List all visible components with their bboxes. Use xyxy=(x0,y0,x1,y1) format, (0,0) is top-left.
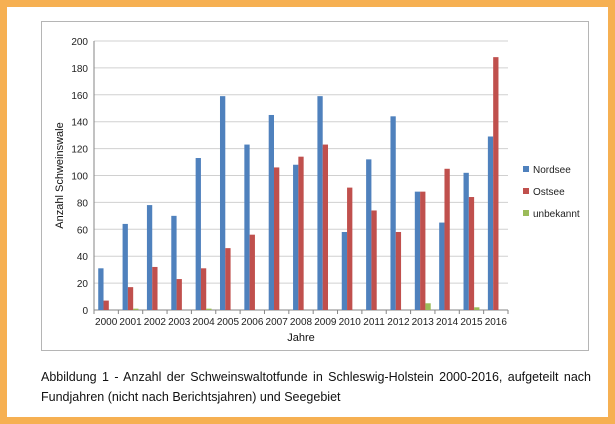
legend-label-ostsee: Ostsee xyxy=(533,187,565,198)
x-tick-label: 2004 xyxy=(192,317,215,328)
bar-nordsee-2007 xyxy=(268,114,274,310)
bar-nordsee-2000 xyxy=(98,268,104,310)
x-tick-label: 2006 xyxy=(241,317,264,328)
bar-nordsee-2008 xyxy=(293,164,299,310)
x-tick-label: 2003 xyxy=(168,317,191,328)
y-tick-label: 100 xyxy=(71,172,88,183)
bar-nordsee-2003 xyxy=(171,215,177,310)
y-tick-label: 60 xyxy=(77,225,89,236)
x-tick-label: 2016 xyxy=(485,317,508,328)
bar-ostsee-2000 xyxy=(103,300,109,310)
bar-nordsee-2013 xyxy=(414,191,421,310)
bar-nordsee-2004 xyxy=(195,158,201,310)
x-tick-label: 2015 xyxy=(460,317,483,328)
x-tick-label: 2013 xyxy=(412,317,435,328)
bar-nordsee-2014 xyxy=(439,222,445,310)
bar-nordsee-2016 xyxy=(487,136,494,310)
x-tick-label: 2007 xyxy=(266,317,289,328)
bar-ostsee-2002 xyxy=(152,266,158,310)
bar-ostsee-2012 xyxy=(395,231,402,310)
bar-nordsee-2011 xyxy=(366,159,372,310)
x-tick-label: 2001 xyxy=(119,317,142,328)
bar-ostsee-2005 xyxy=(225,248,231,310)
legend-label-nordsee: Nordsee xyxy=(533,165,571,176)
x-axis-title: Jahre xyxy=(287,332,315,344)
y-tick-label: 80 xyxy=(77,198,89,209)
y-axis-title: Anzahl Schweinswale xyxy=(54,122,66,228)
y-tick-label: 20 xyxy=(77,279,89,290)
bar-nordsee-2002 xyxy=(146,205,153,310)
bar-nordsee-2012 xyxy=(390,116,396,310)
bar-ostsee-2010 xyxy=(347,187,353,310)
legend-swatch-nordsee xyxy=(523,166,529,172)
x-tick-label: 2009 xyxy=(314,317,337,328)
bar-unbekannt-2001 xyxy=(133,308,139,310)
x-tick-label: 2000 xyxy=(95,317,118,328)
bar-nordsee-2010 xyxy=(341,231,348,310)
y-tick-label: 40 xyxy=(77,252,89,263)
x-tick-label: 2002 xyxy=(144,317,167,328)
bar-ostsee-2011 xyxy=(371,210,377,310)
x-tick-label: 2005 xyxy=(217,317,240,328)
y-tick-label: 200 xyxy=(71,37,88,48)
bar-ostsee-2001 xyxy=(127,287,134,310)
bar-ostsee-2006 xyxy=(249,234,255,310)
bar-nordsee-2005 xyxy=(219,96,226,311)
bar-unbekannt-2004 xyxy=(206,308,212,310)
legend-label-unbekannt: unbekannt xyxy=(533,209,580,220)
legend-swatch-ostsee xyxy=(523,188,529,194)
bar-ostsee-2004 xyxy=(200,268,207,310)
x-tick-label: 2012 xyxy=(387,317,410,328)
bar-unbekannt-2013 xyxy=(425,303,431,310)
legend-swatch-unbekannt xyxy=(523,210,529,216)
bar-nordsee-2001 xyxy=(122,223,128,310)
x-tick-label: 2010 xyxy=(339,317,362,328)
y-tick-label: 120 xyxy=(71,145,88,156)
y-tick-label: 0 xyxy=(82,306,88,317)
y-tick-label: 160 xyxy=(71,91,88,102)
chart-container: 0 20 40 60 80 100 120 140 160 180 200 2000 2001 2002 2… xyxy=(41,21,589,351)
bar-unbekannt-2015 xyxy=(474,307,480,310)
bar-ostsee-2009 xyxy=(322,144,329,310)
x-tick-label: 2014 xyxy=(436,317,459,328)
y-tick-label: 180 xyxy=(71,64,88,75)
bar-ostsee-2014 xyxy=(444,168,450,310)
bar-ostsee-2013 xyxy=(420,191,426,310)
bar-ostsee-2015 xyxy=(468,197,475,310)
bar-ostsee-2003 xyxy=(176,279,182,310)
bar-ostsee-2008 xyxy=(298,156,304,310)
x-tick-label: 2008 xyxy=(290,317,313,328)
bar-nordsee-2009 xyxy=(317,96,323,311)
figure-caption: Abbildung 1 - Anzahl der Schweinswaltotf… xyxy=(41,370,591,404)
y-tick-label: 140 xyxy=(71,118,88,129)
bar-ostsee-2016 xyxy=(493,57,499,310)
bar-nordsee-2015 xyxy=(463,172,469,310)
bar-nordsee-2006 xyxy=(244,144,250,310)
bar-ostsee-2007 xyxy=(273,167,280,310)
x-tick-label: 2011 xyxy=(363,317,385,328)
